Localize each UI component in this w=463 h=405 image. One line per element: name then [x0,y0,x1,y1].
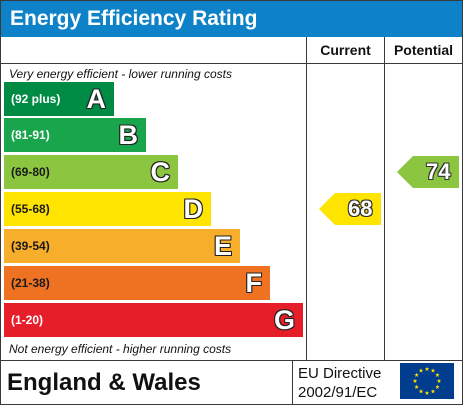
band-b-range: (81-91) [11,128,50,142]
current-arrow-polygon [318,193,381,225]
eu-flag-star [436,378,442,383]
band-d-range: (55-68) [11,202,50,216]
footer-divider-directive [292,361,293,404]
eu-flag-star [430,368,436,373]
inefficient-note: Not energy efficient - higher running co… [9,342,232,356]
footer-divider [1,360,462,361]
band-e-range: (39-54) [11,239,50,253]
band-e-letter: E [213,231,232,261]
column-divider-potential [384,37,385,361]
eu-flag-star [418,388,424,394]
eu-flag-star [414,372,419,377]
column-divider-current [306,37,307,361]
eu-flag-icon [400,363,454,399]
eu-flag-star [424,366,430,371]
potential-rating-arrow: 74 [396,156,459,188]
chart-title: Energy Efficiency Rating [10,7,258,30]
band-d-letter: D [183,194,204,224]
band-a: (92 plus) A [4,82,114,116]
header-bar: Energy Efficiency Rating [1,1,462,37]
current-rating-arrow: 68 [318,193,381,225]
eu-flag-stars [412,366,442,395]
band-f-letter: F [245,268,263,298]
eu-flag-star [435,372,440,377]
eu-directive-line2: 2002/91/EC [298,384,378,401]
band-c-letter: C [150,157,171,187]
band-e: (39-54) E [4,229,240,263]
efficient-note: Very energy efficient - lower running co… [9,67,232,81]
eu-flag-star [418,368,424,373]
current-column-header: Current [320,42,371,58]
eu-flag-star [435,384,440,389]
band-b-letter: B [118,120,139,150]
band-g-range: (1-20) [11,313,44,327]
eu-flag-star [414,384,419,389]
band-f-range: (21-38) [11,276,50,290]
eu-directive-line1: EU Directive [298,365,382,382]
potential-column-header: Potential [393,42,454,58]
band-c-range: (69-80) [11,165,50,179]
current-rating-value: 68 [348,196,373,221]
band-a-letter: A [86,84,107,114]
country-label: England & Wales [7,369,201,396]
potential-arrow-shape [396,156,459,188]
potential-arrow-polygon [396,156,459,188]
band-b: (81-91) B [4,118,146,152]
band-d: (55-68) D [4,192,211,226]
eu-flag-star [424,390,430,395]
current-arrow-shape [318,193,381,225]
band-g-letter: G [273,305,295,335]
band-g: (1-20) G [4,303,303,337]
band-c: (69-80) C [4,155,178,189]
potential-rating-value: 74 [426,159,451,184]
column-header-divider [1,63,462,64]
band-a-range: (92 plus) [11,92,61,106]
eu-flag-star [430,388,436,394]
eu-directive: EU Directive 2002/91/EC [298,364,381,402]
band-f: (21-38) F [4,266,270,300]
eu-flag-star [412,378,418,383]
